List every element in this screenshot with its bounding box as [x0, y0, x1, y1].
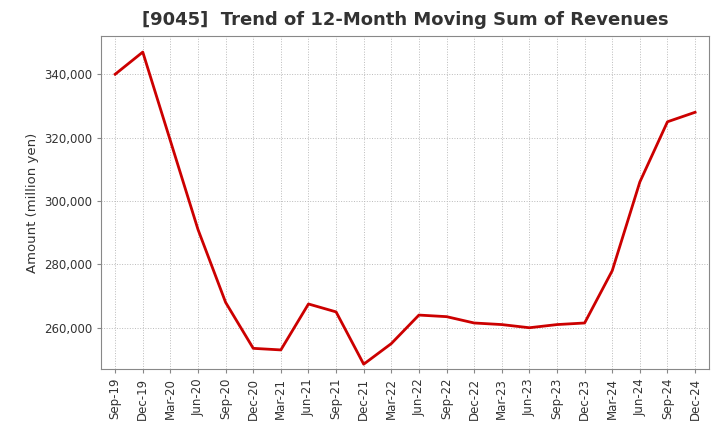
- Y-axis label: Amount (million yen): Amount (million yen): [25, 132, 38, 273]
- Title: [9045]  Trend of 12-Month Moving Sum of Revenues: [9045] Trend of 12-Month Moving Sum of R…: [142, 11, 668, 29]
